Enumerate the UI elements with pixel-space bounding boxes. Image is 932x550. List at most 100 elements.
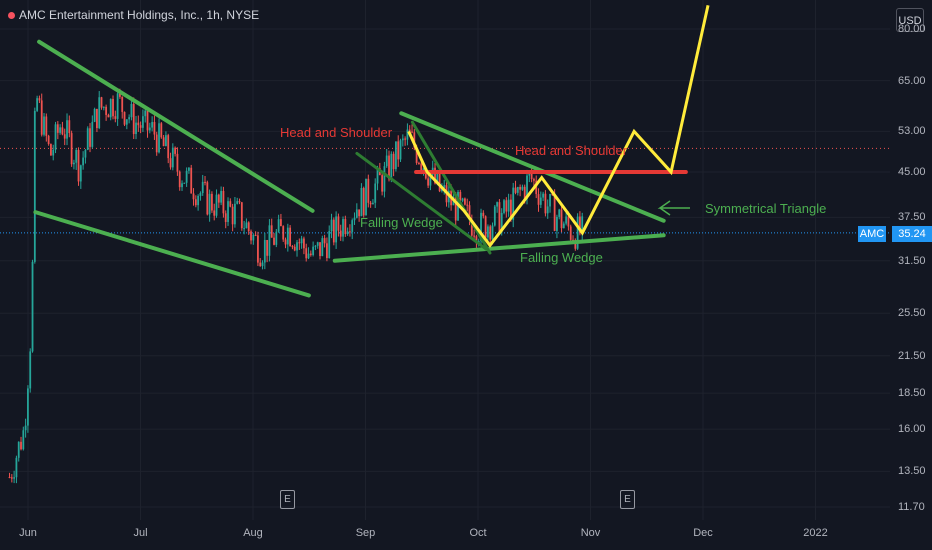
candle-body — [493, 206, 496, 226]
candle-body — [211, 193, 213, 211]
candle-body — [360, 187, 363, 217]
currency-button[interactable]: USD — [896, 8, 924, 32]
candle-body — [240, 202, 243, 229]
candle-body — [250, 231, 252, 241]
y-tick-label: 13.50 — [898, 465, 926, 478]
x-tick-label: Oct — [469, 527, 487, 539]
candle-body — [436, 173, 439, 184]
candle-body — [199, 193, 202, 196]
candle-body — [558, 209, 561, 217]
candle-body — [151, 122, 154, 128]
candle-body — [408, 129, 411, 132]
candle-body — [514, 187, 517, 193]
candle-body — [567, 216, 570, 227]
candle-body — [227, 201, 229, 222]
candle-body — [121, 96, 124, 112]
candle-body — [217, 194, 220, 203]
status-dot-icon — [8, 12, 15, 20]
candle-body — [24, 425, 27, 431]
price-tag-value: 35.24 — [892, 226, 932, 242]
candle-body — [418, 162, 420, 164]
trendline — [37, 39, 315, 213]
candle-body — [270, 225, 273, 238]
candle-body — [392, 153, 395, 170]
candle-body — [197, 195, 200, 206]
candle-body — [36, 98, 39, 111]
candle-body — [38, 98, 41, 101]
y-tick-label: 25.50 — [898, 307, 926, 320]
y-tick-label: 31.50 — [898, 254, 926, 267]
candle-body — [367, 178, 370, 203]
candle-body — [351, 220, 354, 232]
candle-body — [383, 166, 386, 192]
y-tick-label: 45.00 — [898, 166, 926, 179]
earnings-marker-icon[interactable]: E — [620, 490, 635, 509]
x-tick-label: Sep — [355, 527, 376, 539]
candle-body — [533, 179, 535, 181]
candle-body — [20, 441, 22, 450]
candle-body — [259, 262, 262, 267]
candle-body — [139, 125, 142, 128]
candle-body — [174, 147, 177, 154]
chart-grid — [0, 0, 890, 520]
candle-body — [537, 194, 540, 205]
candle-body — [420, 163, 423, 171]
candle-body — [512, 187, 515, 220]
x-tick-label: Jun — [19, 527, 37, 539]
candle-body — [33, 110, 36, 262]
candle-body — [562, 223, 565, 229]
candle-body — [162, 137, 165, 147]
candle-body — [268, 225, 271, 256]
candle-body — [404, 138, 407, 140]
candle-body — [470, 220, 473, 236]
candle-body — [353, 217, 356, 221]
annotation-falling-wedge-bottom: Falling Wedge — [520, 250, 603, 265]
candle-body — [89, 128, 91, 147]
candle-body — [500, 212, 503, 233]
candle-body — [401, 138, 404, 141]
candle-body — [109, 98, 112, 118]
candle-body — [553, 195, 556, 231]
candle-body — [125, 119, 128, 125]
candle-body — [284, 239, 287, 245]
candle-body — [70, 133, 73, 165]
candle-body — [45, 116, 48, 136]
candle-body — [574, 239, 577, 249]
candle-body — [229, 201, 232, 207]
candle-body — [252, 234, 255, 241]
candle-body — [52, 149, 55, 156]
candle-body — [153, 122, 156, 135]
candle-body — [482, 212, 485, 217]
earnings-marker-icon[interactable]: E — [280, 490, 295, 509]
trendline — [332, 233, 666, 263]
candle-body — [144, 110, 147, 117]
candle-body — [427, 178, 430, 186]
candle-body — [305, 248, 308, 259]
candle-body — [496, 202, 499, 207]
candle-body — [576, 216, 579, 249]
candle-body — [498, 202, 501, 233]
candle-body — [303, 238, 305, 249]
candle-body — [98, 97, 101, 129]
candle-body — [519, 186, 522, 190]
candle-body — [339, 230, 342, 237]
candle-body — [429, 174, 432, 186]
candle-body — [528, 172, 531, 176]
candle-body — [546, 206, 549, 214]
candle-body — [236, 201, 239, 204]
candle-body — [413, 132, 416, 148]
candle-body — [443, 185, 446, 189]
forecast-path — [407, 4, 710, 248]
candle-body — [247, 222, 250, 232]
candle-body — [291, 246, 294, 248]
candle-body — [337, 216, 340, 231]
candle-body — [342, 219, 344, 237]
candle-body — [77, 150, 80, 182]
candle-body — [286, 227, 289, 245]
candle-body — [314, 245, 317, 247]
candle-body — [369, 202, 372, 205]
candle-body — [411, 131, 413, 133]
candle-body — [461, 198, 464, 201]
y-tick-label: 18.50 — [898, 387, 926, 400]
